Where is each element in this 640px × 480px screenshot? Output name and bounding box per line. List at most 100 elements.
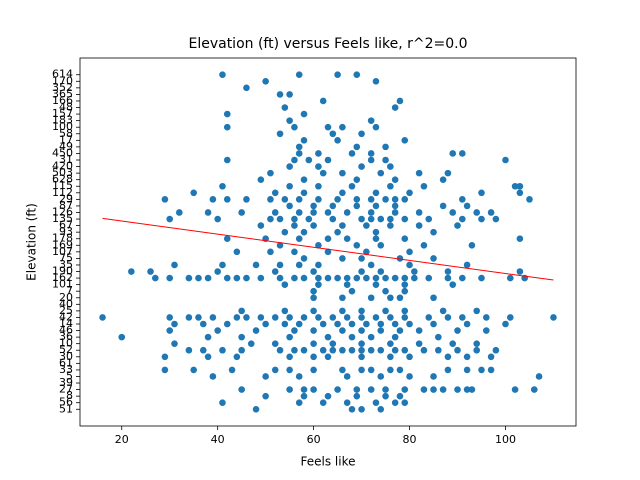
point bbox=[238, 346, 245, 354]
point bbox=[358, 215, 365, 223]
point bbox=[391, 333, 399, 341]
point bbox=[473, 340, 481, 347]
point bbox=[195, 274, 202, 282]
point bbox=[300, 274, 308, 282]
point bbox=[444, 268, 452, 275]
point bbox=[310, 294, 317, 302]
point bbox=[377, 320, 385, 328]
point bbox=[276, 274, 284, 282]
point bbox=[439, 176, 447, 183]
point bbox=[372, 274, 380, 282]
point bbox=[295, 209, 303, 216]
y-tick-label: 614 bbox=[52, 68, 73, 81]
point bbox=[329, 202, 337, 210]
point bbox=[324, 123, 332, 131]
point bbox=[367, 346, 375, 354]
point bbox=[406, 320, 413, 328]
point bbox=[396, 366, 404, 374]
point bbox=[295, 235, 303, 243]
point bbox=[339, 346, 346, 354]
point bbox=[334, 386, 341, 393]
point bbox=[391, 209, 399, 216]
point bbox=[233, 314, 241, 321]
point bbox=[267, 248, 274, 256]
x-tick-label: 100 bbox=[495, 433, 516, 446]
point bbox=[387, 294, 394, 302]
y-tick-label: 52 bbox=[59, 343, 73, 356]
point bbox=[247, 340, 255, 347]
y-tick-label: 40 bbox=[59, 297, 73, 310]
point bbox=[473, 307, 481, 315]
x-tick-label: 40 bbox=[211, 433, 225, 446]
point bbox=[324, 392, 332, 400]
point bbox=[478, 274, 485, 282]
point bbox=[300, 228, 308, 236]
point bbox=[276, 91, 284, 98]
point bbox=[454, 222, 461, 229]
point bbox=[281, 196, 289, 203]
point bbox=[401, 307, 409, 315]
point bbox=[430, 255, 437, 262]
y-tick-label: 169 bbox=[52, 238, 73, 251]
point bbox=[295, 399, 303, 407]
point bbox=[377, 373, 385, 380]
point bbox=[367, 150, 375, 157]
point bbox=[295, 261, 303, 269]
point bbox=[339, 327, 346, 334]
point bbox=[339, 255, 346, 262]
point bbox=[435, 346, 442, 354]
point bbox=[252, 327, 260, 334]
point bbox=[430, 373, 437, 380]
point bbox=[214, 268, 221, 275]
point bbox=[387, 182, 394, 190]
fit-line bbox=[102, 217, 554, 281]
point bbox=[276, 346, 284, 354]
point bbox=[276, 241, 284, 249]
point bbox=[291, 346, 298, 354]
point bbox=[401, 399, 409, 407]
point bbox=[324, 209, 332, 216]
point bbox=[219, 261, 226, 269]
point bbox=[300, 346, 308, 354]
point bbox=[435, 333, 442, 341]
point bbox=[166, 274, 174, 282]
y-tick-label: 190 bbox=[52, 265, 73, 278]
point bbox=[295, 196, 303, 203]
y-tick-label: 450 bbox=[52, 146, 73, 159]
y-tick-label: 628 bbox=[52, 173, 73, 186]
point bbox=[367, 156, 375, 164]
y-tick-label: 39 bbox=[59, 376, 73, 389]
point bbox=[526, 196, 533, 203]
point bbox=[382, 196, 389, 203]
point bbox=[219, 182, 226, 190]
y-tick-label: 46 bbox=[59, 324, 73, 337]
point bbox=[387, 222, 394, 229]
point bbox=[343, 274, 351, 282]
point bbox=[420, 386, 428, 393]
y-tick-label: 135 bbox=[52, 212, 73, 225]
point bbox=[459, 215, 466, 223]
point bbox=[295, 143, 303, 151]
point bbox=[382, 156, 389, 164]
point bbox=[315, 182, 322, 190]
point bbox=[295, 373, 303, 380]
point bbox=[271, 268, 279, 275]
y-tick-label: 126 bbox=[52, 205, 73, 218]
point bbox=[291, 248, 298, 256]
point bbox=[463, 366, 471, 374]
point bbox=[377, 241, 385, 249]
point bbox=[276, 215, 284, 223]
point bbox=[271, 209, 279, 216]
point bbox=[353, 71, 361, 79]
point bbox=[406, 261, 413, 269]
point bbox=[468, 386, 476, 393]
point bbox=[324, 353, 332, 361]
point bbox=[161, 366, 169, 374]
point bbox=[238, 333, 245, 341]
point bbox=[391, 320, 399, 328]
point bbox=[195, 314, 202, 321]
point bbox=[204, 274, 212, 282]
y-tick-label: 87 bbox=[59, 199, 73, 212]
point bbox=[204, 333, 212, 341]
point bbox=[367, 196, 375, 203]
